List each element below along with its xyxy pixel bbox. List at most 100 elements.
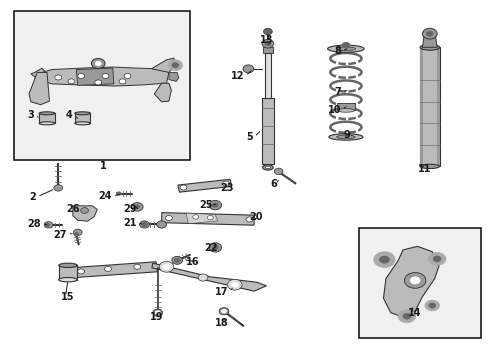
Circle shape [159,261,173,272]
Polygon shape [74,262,157,278]
Circle shape [198,274,207,281]
Circle shape [104,266,111,271]
Bar [14,12,189,160]
Text: 12: 12 [230,71,244,81]
Circle shape [55,75,61,80]
Circle shape [134,264,141,269]
Circle shape [102,73,109,78]
Polygon shape [152,263,266,291]
Circle shape [174,258,180,262]
Text: 22: 22 [204,243,217,253]
Polygon shape [436,47,439,166]
Polygon shape [152,58,175,72]
Circle shape [245,217,252,222]
Text: 2: 2 [29,192,36,202]
Circle shape [180,185,186,190]
Circle shape [119,79,126,84]
Polygon shape [168,72,178,81]
Circle shape [207,216,213,220]
Circle shape [163,264,169,269]
Circle shape [426,31,432,36]
Circle shape [131,203,143,211]
Circle shape [95,80,102,85]
Circle shape [402,314,410,319]
Text: 11: 11 [417,164,431,174]
Bar [39,113,55,123]
Text: 4: 4 [66,111,73,121]
Circle shape [373,252,394,267]
Circle shape [73,229,82,235]
Circle shape [91,58,105,68]
Text: 3: 3 [27,111,34,121]
Circle shape [208,243,221,252]
Circle shape [409,277,419,284]
Circle shape [263,28,272,35]
Circle shape [68,79,75,84]
Circle shape [424,300,439,311]
Circle shape [135,205,140,209]
Polygon shape [29,72,49,105]
Circle shape [78,269,84,274]
Text: 24: 24 [98,191,112,201]
Circle shape [432,256,440,262]
Text: 17: 17 [215,287,228,297]
Circle shape [404,273,425,288]
Circle shape [95,61,101,66]
Circle shape [78,73,84,78]
Polygon shape [42,67,168,86]
Text: 28: 28 [27,219,41,229]
Circle shape [44,222,53,228]
Circle shape [427,252,445,265]
Circle shape [44,223,49,226]
Circle shape [74,233,79,236]
Circle shape [341,42,349,48]
Circle shape [428,303,435,308]
Polygon shape [261,98,274,164]
Text: 26: 26 [66,204,80,215]
Text: 21: 21 [122,218,136,228]
Text: 25: 25 [199,200,212,210]
Ellipse shape [328,134,362,140]
Circle shape [171,63,178,68]
Text: 8: 8 [333,46,340,56]
Circle shape [212,245,218,249]
Text: 7: 7 [334,87,340,97]
Circle shape [140,221,149,228]
Circle shape [264,41,270,46]
Polygon shape [336,103,354,111]
Text: 18: 18 [215,318,228,328]
Ellipse shape [336,109,354,112]
Polygon shape [422,37,436,47]
Text: 23: 23 [220,183,233,193]
Text: 19: 19 [150,312,163,322]
Text: 14: 14 [407,309,421,318]
Circle shape [165,216,172,221]
Text: 5: 5 [246,132,253,142]
Bar [358,228,480,338]
Polygon shape [419,47,422,166]
Circle shape [397,310,415,323]
Circle shape [262,40,273,48]
Bar [59,265,77,280]
Circle shape [192,215,198,219]
Ellipse shape [335,47,355,50]
Circle shape [227,279,242,290]
Circle shape [422,28,436,39]
Ellipse shape [419,164,439,168]
Ellipse shape [75,112,90,115]
Bar [75,113,90,123]
Circle shape [274,168,283,175]
Polygon shape [178,179,231,192]
Ellipse shape [59,278,77,282]
Circle shape [379,256,388,263]
Text: 6: 6 [270,179,277,189]
Circle shape [116,192,121,195]
Circle shape [208,201,221,210]
Text: 15: 15 [61,292,75,302]
Polygon shape [31,68,45,78]
Ellipse shape [59,263,77,267]
Circle shape [221,310,226,313]
Ellipse shape [39,112,55,115]
Text: 9: 9 [343,130,349,140]
Ellipse shape [336,135,354,139]
